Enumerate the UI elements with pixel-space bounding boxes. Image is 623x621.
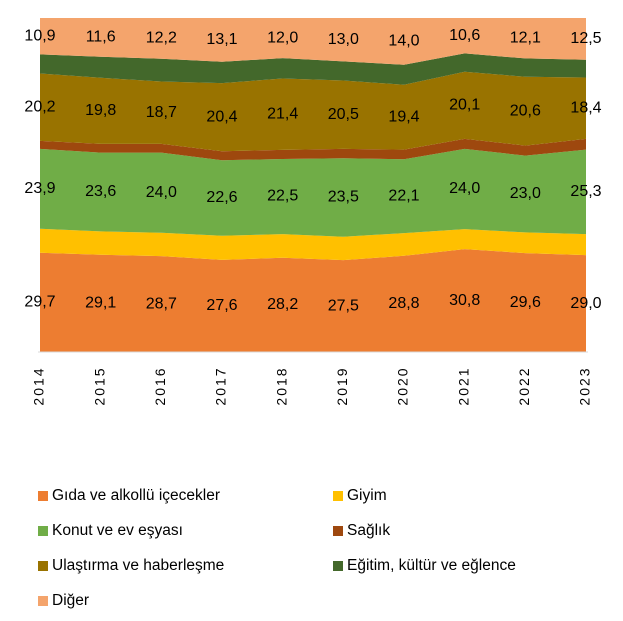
data-label: 23,9	[24, 180, 55, 197]
data-label: 28,7	[146, 295, 177, 312]
x-tick-label: 2016	[152, 366, 168, 405]
data-label: 28,2	[267, 296, 298, 313]
area	[40, 53, 586, 85]
data-label: 12,0	[267, 29, 298, 46]
data-label: 18,4	[570, 99, 601, 116]
legend-swatch	[38, 561, 48, 571]
data-label: 29,7	[24, 294, 55, 311]
data-label: 22,1	[388, 187, 419, 204]
data-label: 23,0	[510, 185, 541, 202]
legend-swatch	[38, 526, 48, 536]
data-label: 20,2	[24, 98, 55, 115]
legend-label: Giyim	[347, 487, 387, 504]
x-tick-label: 2019	[334, 366, 350, 405]
data-label: 20,5	[328, 106, 359, 123]
data-label: 29,1	[85, 295, 116, 312]
data-label: 20,1	[449, 97, 480, 114]
data-label: 12,2	[146, 30, 177, 47]
x-tick-label: 2015	[91, 366, 107, 405]
legend-label: Sağlık	[347, 522, 390, 539]
x-tick-label: 2014	[31, 366, 47, 405]
data-label: 13,1	[206, 31, 237, 48]
x-tick-label: 2022	[516, 366, 532, 405]
x-tick-label: 2018	[273, 366, 289, 405]
legend-swatch	[38, 596, 48, 606]
x-tick-label: 2017	[213, 366, 229, 405]
x-tick-label: 2021	[455, 366, 471, 405]
legend-swatch	[333, 526, 343, 536]
legend-label: Ulaştırma ve haberleşme	[52, 557, 224, 574]
area	[40, 138, 586, 161]
data-label: 12,1	[510, 29, 541, 46]
area	[40, 148, 586, 237]
data-label: 30,8	[449, 292, 480, 309]
data-label: 19,8	[85, 102, 116, 119]
legend-label: Eğitim, kültür ve eğlence	[347, 557, 516, 574]
data-label: 29,0	[570, 295, 601, 312]
data-label: 23,6	[85, 183, 116, 200]
data-label: 20,6	[510, 102, 541, 119]
area	[40, 71, 586, 152]
legend-label: Diğer	[52, 592, 89, 609]
data-label: 10,9	[24, 27, 55, 44]
data-label: 25,3	[570, 183, 601, 200]
data-label: 18,7	[146, 104, 177, 121]
legend-swatch	[333, 491, 343, 501]
data-label: 10,6	[449, 27, 480, 44]
legend-swatch	[333, 561, 343, 571]
data-label: 23,5	[328, 189, 359, 206]
data-label: 14,0	[388, 33, 419, 50]
area	[40, 18, 586, 65]
data-label: 13,0	[328, 31, 359, 48]
data-label: 21,4	[267, 105, 298, 122]
data-label: 27,6	[206, 297, 237, 314]
area	[40, 228, 586, 261]
data-label: 22,5	[267, 188, 298, 205]
x-tick-label: 2023	[577, 366, 593, 405]
legend-swatch	[38, 491, 48, 501]
x-tick-label: 2020	[395, 366, 411, 405]
data-label: 24,0	[449, 180, 480, 197]
data-label: 28,8	[388, 295, 419, 312]
legend-label: Gıda ve alkollü içecekler	[52, 487, 220, 504]
data-label: 24,0	[146, 184, 177, 201]
data-label: 12,5	[570, 30, 601, 47]
data-label: 29,6	[510, 294, 541, 311]
area	[40, 249, 586, 352]
legend-label: Konut ve ev eşyası	[52, 522, 183, 539]
data-label: 27,5	[328, 297, 359, 314]
data-label: 22,6	[206, 189, 237, 206]
data-label: 19,4	[388, 108, 419, 125]
data-label: 11,6	[86, 29, 116, 46]
data-label: 20,4	[206, 108, 237, 125]
